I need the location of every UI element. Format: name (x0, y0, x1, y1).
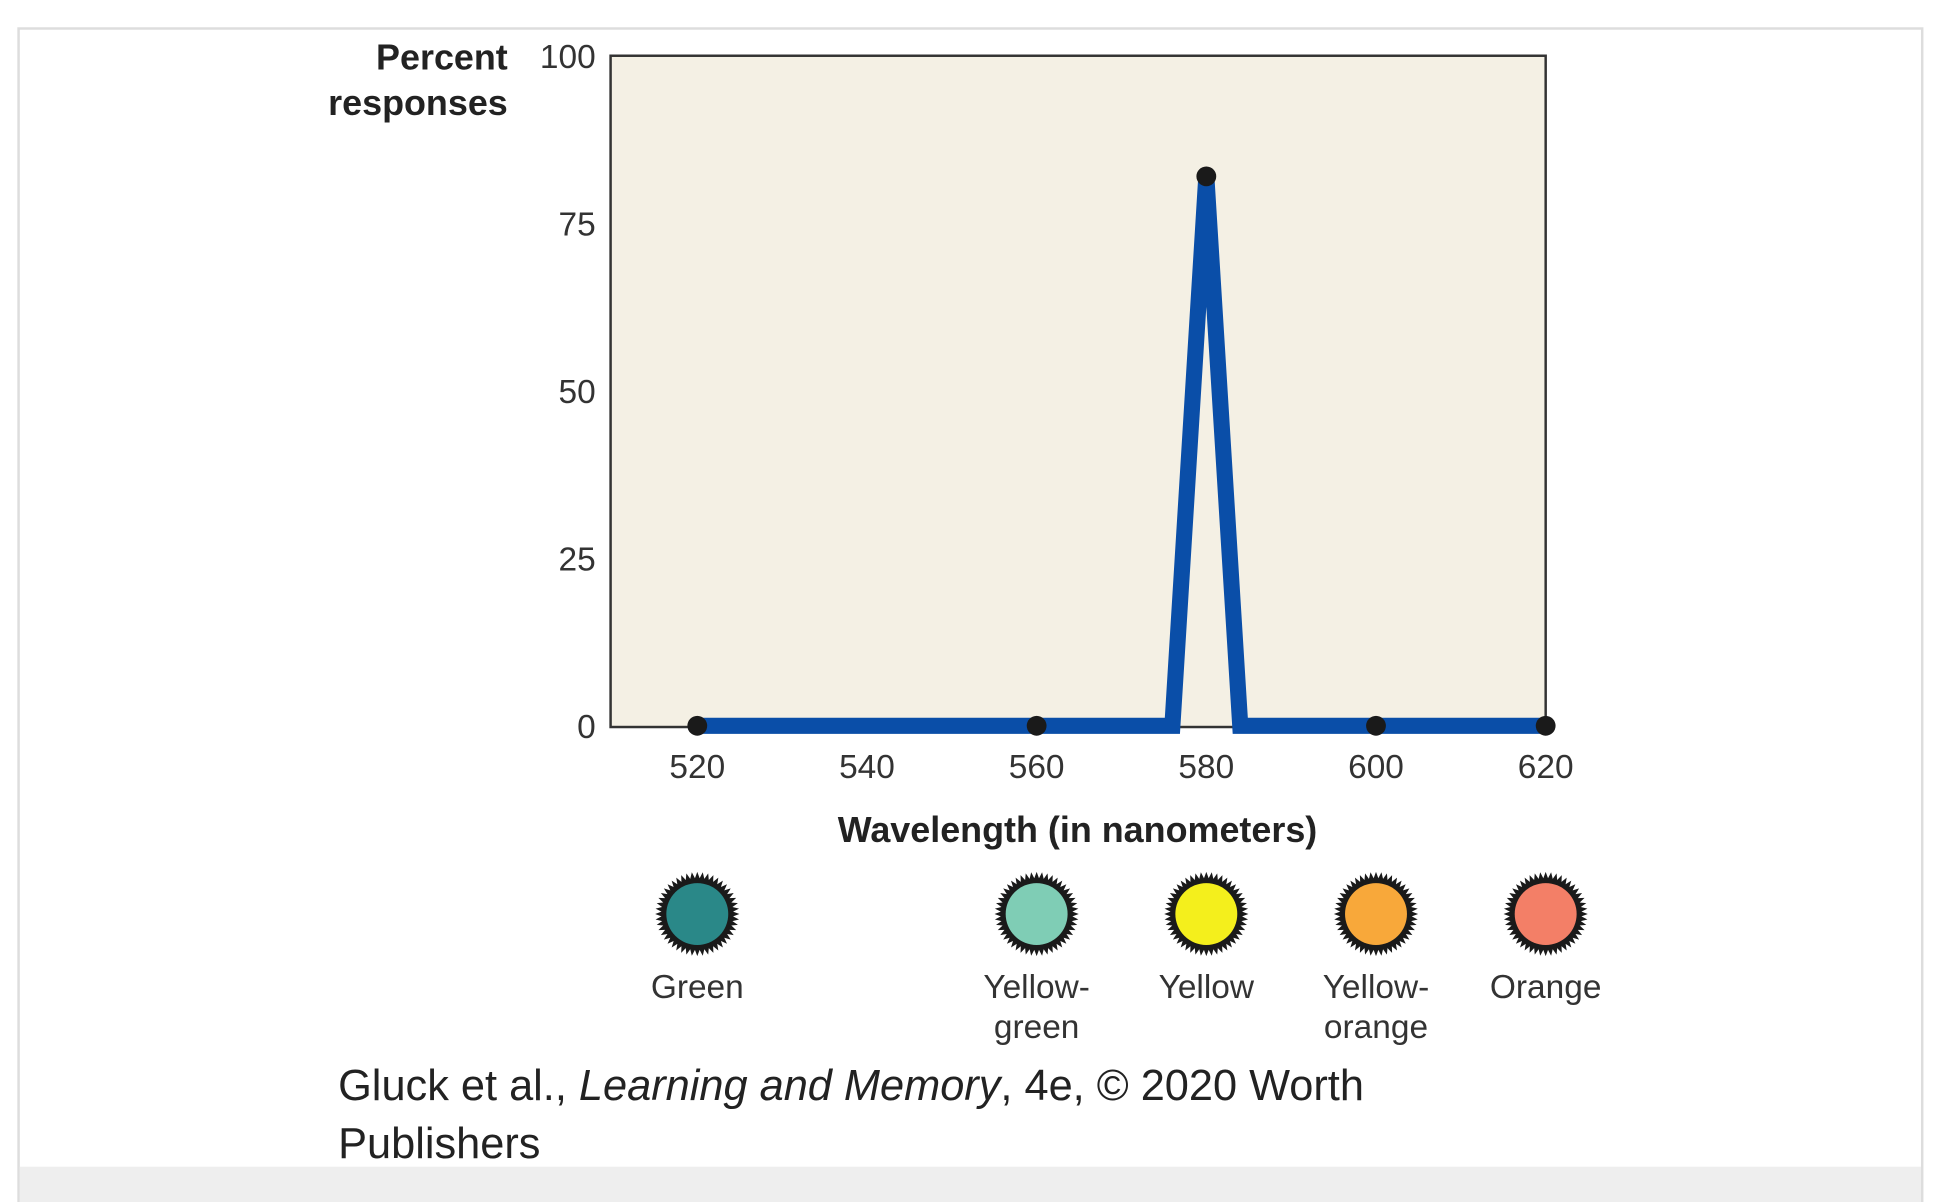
caption-line1: Gluck et al., Learning and Memory, 4e, ©… (338, 1062, 1364, 1110)
y-axis-label-line2: responses (328, 82, 508, 123)
color-swatch-yelloworange: Yellow-orange (1323, 871, 1430, 1046)
x-tick-label: 520 (669, 749, 725, 786)
caption-prefix: Gluck et al., (338, 1062, 579, 1110)
y-tick-label: 75 (559, 207, 596, 244)
data-point (687, 715, 708, 736)
swatch-fill (1175, 883, 1238, 945)
data-point (1366, 715, 1386, 736)
x-tick-label: 580 (1178, 749, 1234, 786)
data-point (1196, 166, 1217, 187)
swatch-label: Yellow- (1323, 969, 1430, 1006)
y-tick-label: 50 (559, 374, 596, 411)
color-swatch-yellow: Yellow (1159, 871, 1255, 1006)
swatch-fill (1345, 883, 1407, 945)
x-tick-label: 560 (1009, 749, 1065, 786)
swatch-label: Yellow (1159, 969, 1255, 1006)
swatch-label: Orange (1490, 969, 1602, 1006)
plot-area (609, 54, 1547, 729)
swatch-label: Yellow- (983, 969, 1090, 1006)
swatch-fill (1005, 883, 1068, 945)
x-tick-label: 540 (839, 749, 895, 786)
swatch-label: Green (651, 969, 744, 1006)
x-axis-label: Wavelength (in nanometers) (838, 809, 1317, 850)
x-tick-label: 620 (1518, 749, 1574, 786)
swatch-fill (1514, 883, 1577, 945)
color-swatch-yellowgreen: Yellow-green (983, 871, 1090, 1046)
swatch-label: green (994, 1009, 1080, 1046)
caption-line2: Publishers (338, 1120, 540, 1168)
y-tick-label: 100 (540, 39, 596, 76)
caption-suffix: , 4e, © 2020 Worth (1000, 1062, 1364, 1110)
bottom-band (19, 1166, 1921, 1202)
x-tick-label: 600 (1348, 749, 1404, 786)
data-point (1026, 715, 1047, 736)
y-tick-label: 25 (559, 542, 596, 579)
y-tick-label: 0 (577, 709, 596, 746)
swatch-fill (666, 883, 729, 945)
swatch-label: orange (1324, 1009, 1428, 1046)
caption-title: Learning and Memory (579, 1062, 1003, 1110)
data-point (1535, 715, 1556, 736)
y-axis-label-line1: Percent (376, 36, 508, 77)
color-swatch-orange: Orange (1490, 871, 1602, 1006)
color-swatch-green: Green (651, 871, 744, 1006)
